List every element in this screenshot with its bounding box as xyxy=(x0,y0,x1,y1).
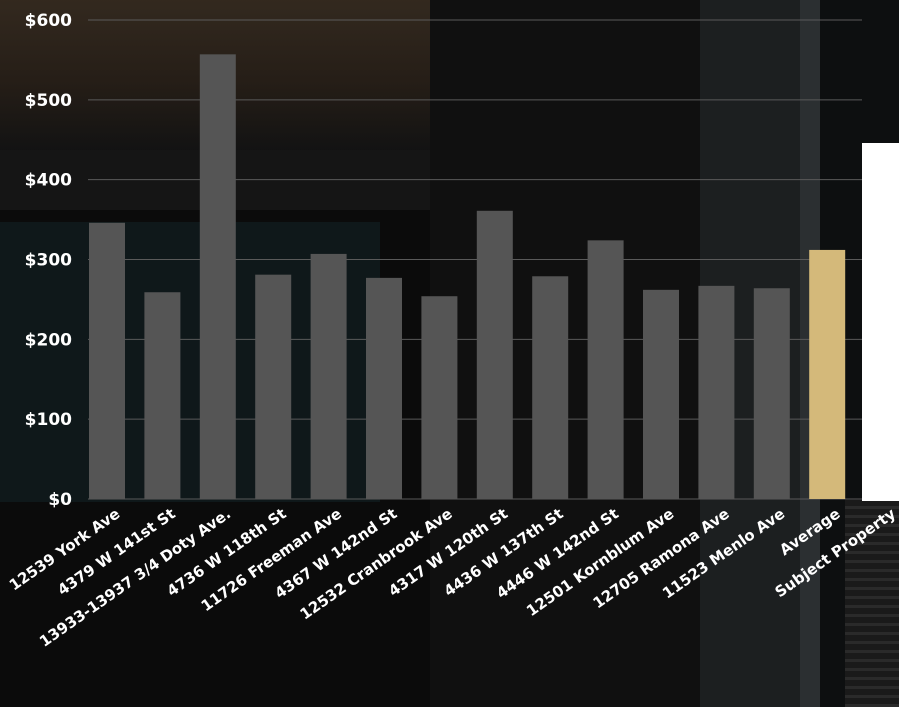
bar-7 xyxy=(476,210,513,499)
y-tick-label: $0 xyxy=(48,490,72,510)
bar-10 xyxy=(643,289,679,499)
y-tick-label: $200 xyxy=(25,330,72,350)
y-tick-label: $500 xyxy=(25,91,72,111)
y-tick-label: $300 xyxy=(25,251,72,271)
bar-9 xyxy=(587,240,624,499)
bar-6 xyxy=(421,296,458,499)
y-axis-ticks: $0 $100 $200 $300 $400 $500 $600 xyxy=(25,11,72,510)
background-louvers xyxy=(845,500,899,707)
white-panel xyxy=(862,143,899,501)
bar-2 xyxy=(199,54,236,499)
bars xyxy=(89,54,846,499)
bar-13 xyxy=(809,249,846,499)
bar-3 xyxy=(255,274,292,499)
bar-1 xyxy=(144,292,181,499)
bar-0 xyxy=(89,222,125,499)
y-tick-label: $100 xyxy=(25,410,72,430)
y-tick-label: $600 xyxy=(25,11,72,31)
y-tick-label: $400 xyxy=(25,171,72,191)
bar-5 xyxy=(366,277,402,499)
bar-8 xyxy=(532,276,569,499)
bar-12 xyxy=(753,288,790,499)
bar-11 xyxy=(698,285,735,499)
bar-4 xyxy=(310,253,347,499)
